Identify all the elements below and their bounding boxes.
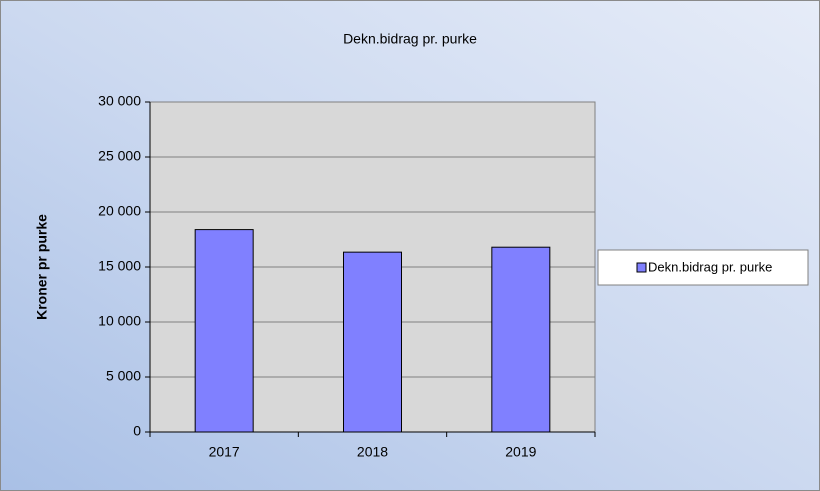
y-tick-label: 15 000: [98, 258, 141, 274]
x-tick-label: 2017: [209, 444, 240, 460]
y-axis-label: Kroner pr purke: [34, 214, 50, 320]
x-tick-label: 2019: [505, 444, 536, 460]
legend-label: Dekn.bidrag pr. purke: [648, 259, 772, 274]
y-tick-label: 10 000: [98, 313, 141, 329]
y-tick-label: 5 000: [106, 368, 141, 384]
y-tick-label: 30 000: [98, 93, 141, 109]
bar: [491, 246, 551, 433]
y-tick-label: 25 000: [98, 148, 141, 164]
y-tick-label: 20 000: [98, 203, 141, 219]
legend-swatch: [636, 262, 647, 273]
chart-title: Dekn.bidrag pr. purke: [343, 31, 477, 47]
y-tick-label: 0: [133, 423, 141, 439]
bar: [194, 229, 254, 433]
legend-box: [597, 249, 809, 286]
x-tick-label: 2018: [357, 444, 388, 460]
bar: [343, 251, 402, 433]
